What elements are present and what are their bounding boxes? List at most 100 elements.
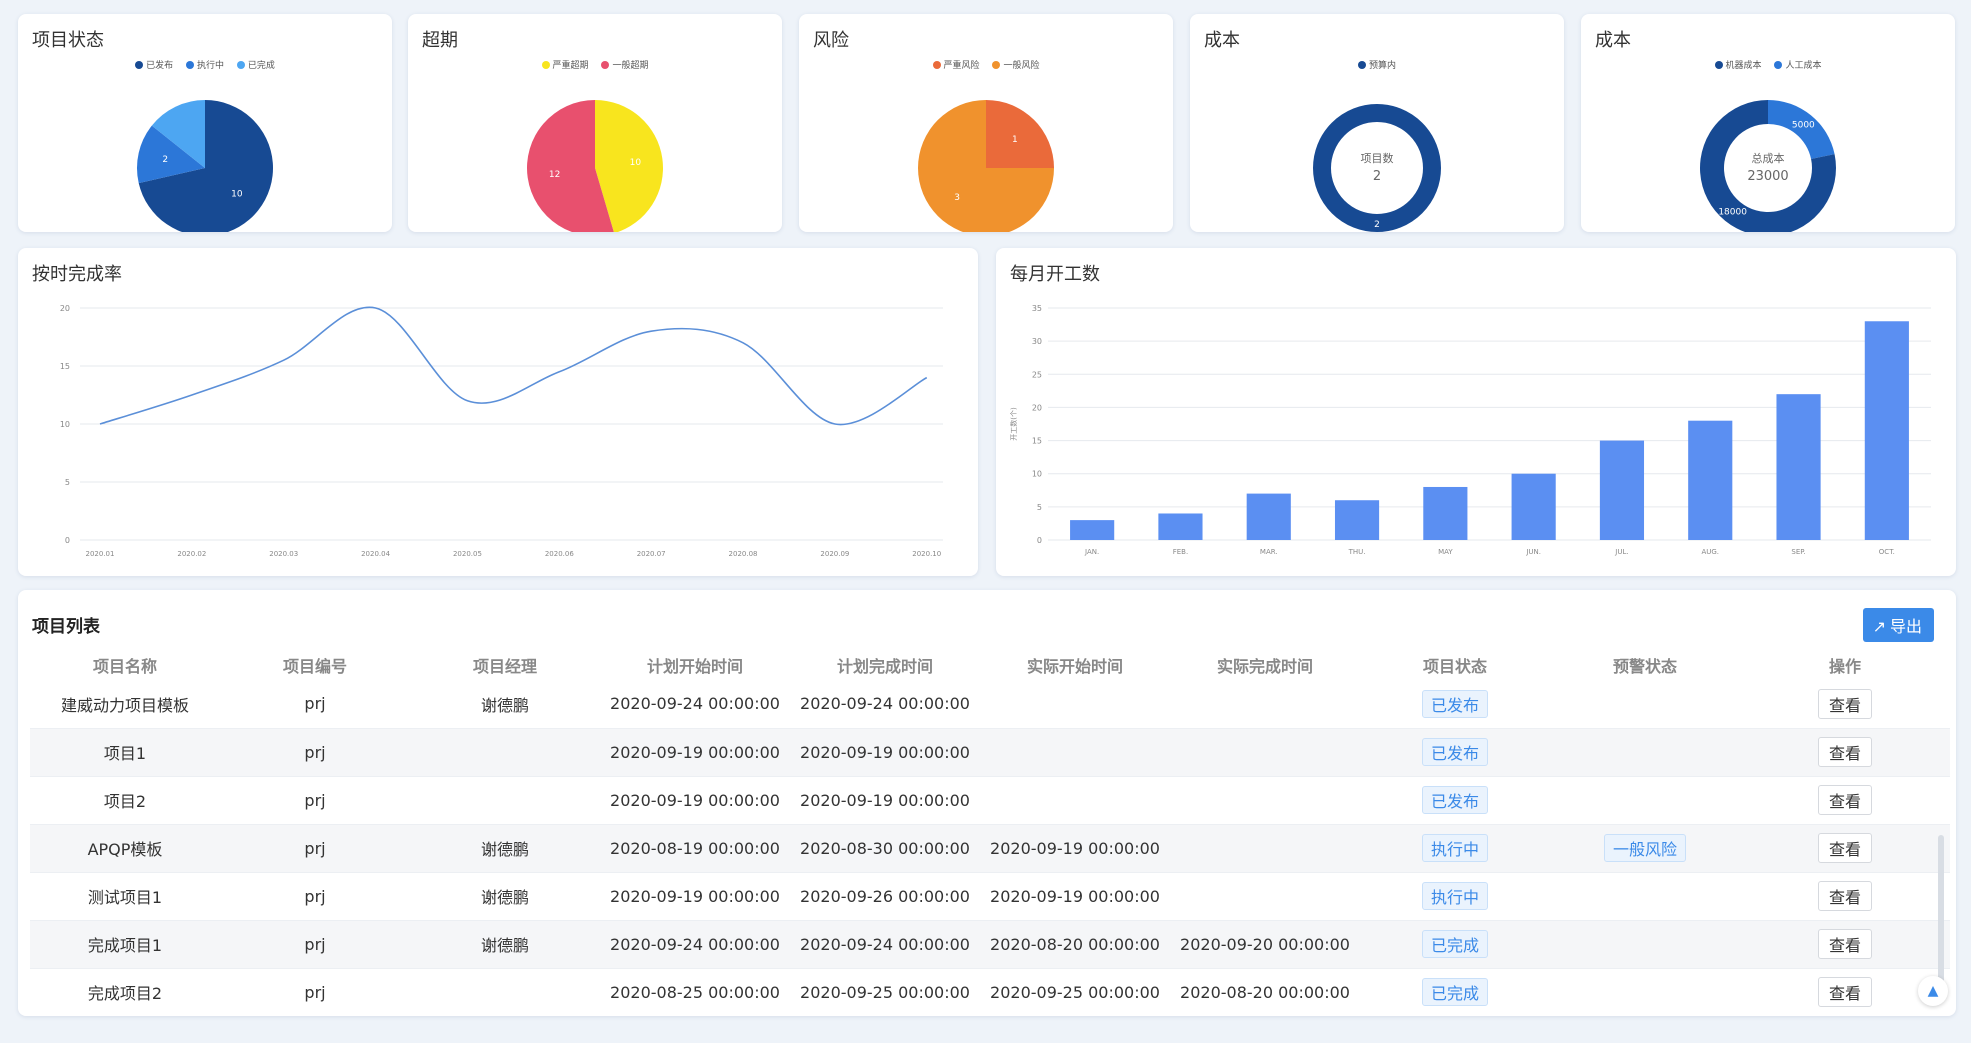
bar-y-tick-label: 35 xyxy=(1032,304,1042,313)
cell-plan-start: 2020-09-19 00:00:00 xyxy=(600,776,790,825)
back-to-top-button[interactable]: ▲ xyxy=(1918,976,1948,1006)
cell-project-manager xyxy=(410,776,600,825)
cost-count-ring xyxy=(1313,104,1441,232)
bar-y-axis-label: 开工数(个) xyxy=(1009,407,1018,441)
cell-project-status: 执行中 xyxy=(1360,872,1550,921)
line-y-tick-label: 10 xyxy=(60,420,70,429)
export-button[interactable]: ↗ 导出 xyxy=(1862,608,1934,642)
overdue-pie-slice-1[interactable] xyxy=(527,100,614,232)
legend-item-running[interactable]: 执行中 xyxy=(185,58,224,71)
cell-project-name: 测试项目1 xyxy=(30,872,220,921)
legend-item-normal-overdue[interactable]: 一般超期 xyxy=(601,58,648,71)
legend-item-machine-cost[interactable]: 机器成本 xyxy=(1714,58,1762,71)
status-pie-slice-2[interactable] xyxy=(151,100,205,168)
view-button[interactable]: 查看 xyxy=(1817,785,1872,815)
cell-project-code: prj xyxy=(220,872,410,921)
table-row[interactable]: APQP模板 prj 谢德鹏 2020-08-19 00:00:00 2020-08-3… xyxy=(30,824,1950,873)
table-row[interactable]: 项目2 prj 2020-09-19 00:00:00 2020-09-19 00:0… xyxy=(30,776,1950,825)
col-project-code[interactable]: 项目编号 xyxy=(282,657,347,676)
bar-y-tick-label: 20 xyxy=(1032,403,1042,412)
col-project-name[interactable]: 项目名称 xyxy=(92,657,157,676)
col-actual-end[interactable]: 实际完成时间 xyxy=(1216,657,1313,676)
col-project-status[interactable]: 项目状态 xyxy=(1422,657,1487,676)
table-row[interactable]: 测试项目1 prj 谢德鹏 2020-09-19 00:00:00 2020-09-26… xyxy=(30,872,1950,921)
cell-actual-start xyxy=(980,680,1170,729)
cell-project-code: prj xyxy=(220,680,410,729)
ontime-rate-series-line[interactable] xyxy=(99,306,928,426)
cell-actual-end: 2020-08-20 00:00:00 xyxy=(1170,968,1360,1016)
col-warning-status[interactable]: 预警状态 xyxy=(1612,657,1677,676)
cell-project-status: 已完成 xyxy=(1360,968,1550,1016)
cost-donut-slice-0[interactable] xyxy=(1768,100,1835,160)
col-plan-end[interactable]: 计划完成时间 xyxy=(836,657,933,676)
cost-donut-slice-1[interactable] xyxy=(1700,100,1836,232)
legend-item-normal-risk[interactable]: 一般风险 xyxy=(992,58,1039,71)
overdue-pie-slice-0[interactable] xyxy=(595,100,664,232)
bar-2[interactable] xyxy=(1246,493,1291,540)
risk-pie-slice-1[interactable] xyxy=(918,100,1054,232)
cell-plan-end: 2020-08-30 00:00:00 xyxy=(790,824,980,873)
view-button[interactable]: 查看 xyxy=(1817,737,1872,767)
table-row[interactable]: 项目1 prj 2020-09-19 00:00:00 2020-09-19 00:0… xyxy=(30,728,1950,777)
view-button[interactable]: 查看 xyxy=(1817,929,1872,959)
status-badge: 已发布 xyxy=(1421,786,1488,814)
bar-3[interactable] xyxy=(1334,500,1380,540)
overdue-legend: 严重超期 一般超期 xyxy=(408,58,782,71)
cost-count-center-value: 2 xyxy=(1373,169,1381,184)
status-pie-slice-0[interactable] xyxy=(138,100,273,232)
status-card: 项目状态 已发布 执行中 已完成 10 2 xyxy=(18,14,392,232)
view-button[interactable]: 查看 xyxy=(1817,977,1872,1007)
table-row[interactable]: 完成项目1 prj 谢德鹏 2020-09-24 00:00:00 2020-09-24… xyxy=(30,920,1950,969)
risk-pie-chart: 13 xyxy=(918,100,1054,232)
cell-plan-end: 2020-09-26 00:00:00 xyxy=(790,872,980,921)
cost-count-card-title: 成本 xyxy=(1204,30,1240,51)
view-button[interactable]: 查看 xyxy=(1817,881,1872,911)
table-scrollbar[interactable] xyxy=(1938,835,1944,995)
cell-warning-status xyxy=(1550,776,1740,825)
bar-4[interactable] xyxy=(1423,486,1468,540)
status-pie-chart: 10 2 xyxy=(137,100,273,232)
cell-warning-status xyxy=(1550,920,1740,969)
bar-6[interactable] xyxy=(1599,440,1645,540)
cell-project-manager xyxy=(410,728,600,777)
bar-0[interactable] xyxy=(1070,520,1115,540)
line-y-tick-label: 15 xyxy=(60,362,70,371)
status-card-title: 项目状态 xyxy=(32,30,104,51)
line-x-tick-label: 2020.06 xyxy=(545,550,574,558)
cell-project-code: prj xyxy=(220,968,410,1016)
overdue-card: 超期 严重超期 一般超期 10 12 xyxy=(408,14,782,232)
table-row[interactable]: 建威动力项目模板 prj 谢德鹏 2020-09-24 00:00:00 2020-09… xyxy=(30,680,1950,729)
legend-item-in-budget[interactable]: 预算内 xyxy=(1357,58,1396,71)
legend-item-labor-cost[interactable]: 人工成本 xyxy=(1774,58,1821,71)
cost-total-card: 成本 机器成本 人工成本 5000 18000 总成本 23000 xyxy=(1581,14,1955,232)
risk-card-title: 风险 xyxy=(813,30,849,51)
legend-item-published[interactable]: 已发布 xyxy=(135,58,173,71)
bar-x-tick-label: OCT. xyxy=(1879,548,1895,556)
bar-1[interactable] xyxy=(1158,513,1203,540)
status-legend: 已发布 执行中 已完成 xyxy=(18,58,392,71)
bar-8[interactable] xyxy=(1776,394,1821,540)
view-button[interactable]: 查看 xyxy=(1817,688,1872,719)
cell-plan-end: 2020-09-19 00:00:00 xyxy=(790,776,980,825)
cost-count-center-label: 项目数 xyxy=(1361,152,1394,165)
col-project-manager[interactable]: 项目经理 xyxy=(472,657,537,676)
bar-9[interactable] xyxy=(1864,321,1909,540)
risk-pie-slice-0[interactable] xyxy=(986,100,1054,168)
bar-5[interactable] xyxy=(1511,473,1556,540)
col-actual-start[interactable]: 实际开始时间 xyxy=(1026,657,1123,676)
cost-count-donut-chart: 项目数 2 2 xyxy=(1313,104,1441,232)
view-button[interactable]: 查看 xyxy=(1817,833,1872,863)
table-row[interactable]: 完成项目2 prj 2020-08-25 00:00:00 2020-09-25 00… xyxy=(30,968,1950,1016)
risk-legend: 严重风险 一般风险 xyxy=(799,58,1173,71)
col-plan-start[interactable]: 计划开始时间 xyxy=(646,657,743,676)
legend-item-severe-overdue[interactable]: 严重超期 xyxy=(541,58,589,71)
cell-warning-status xyxy=(1550,728,1740,777)
cell-project-name: 建威动力项目模板 xyxy=(30,680,220,729)
line-x-tick-label: 2020.09 xyxy=(820,550,849,558)
legend-item-done[interactable]: 已完成 xyxy=(236,58,275,71)
status-pie-slice-1[interactable] xyxy=(137,125,205,184)
cell-actual-start xyxy=(980,728,1170,777)
bar-7[interactable] xyxy=(1688,420,1733,540)
cell-actual-start: 2020-09-19 00:00:00 xyxy=(980,872,1170,921)
legend-item-severe-risk[interactable]: 严重风险 xyxy=(932,58,980,71)
